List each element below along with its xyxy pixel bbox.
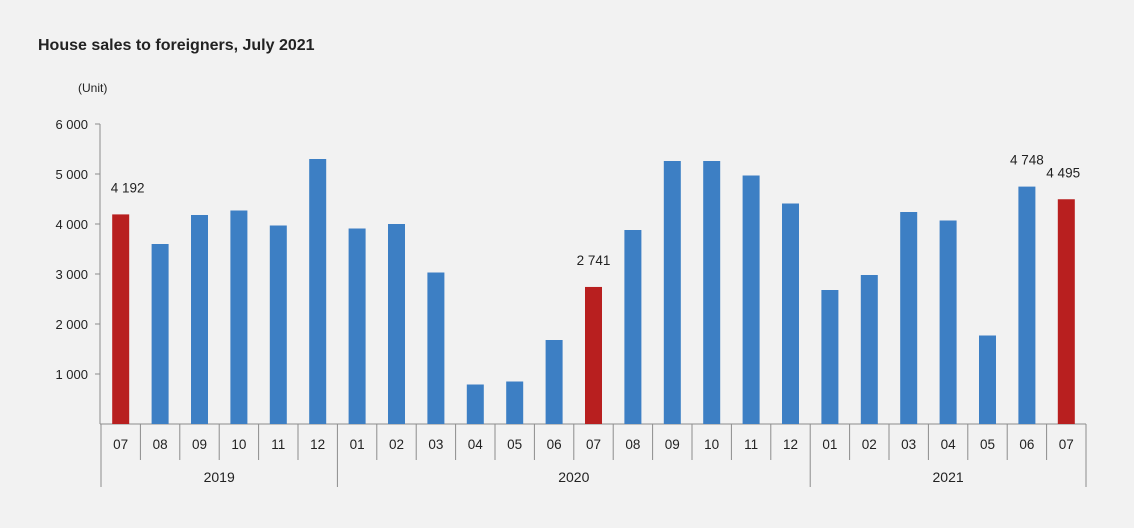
x-tick-label: 11	[271, 437, 285, 452]
bar	[309, 159, 327, 424]
bar	[151, 244, 169, 424]
y-tick-label: 3 000	[55, 267, 88, 282]
x-tick-label: 09	[192, 437, 207, 452]
data-label: 2 741	[577, 253, 611, 268]
x-tick-label: 07	[586, 437, 601, 452]
bar-highlight	[585, 286, 602, 424]
x-tick-label: 07	[113, 437, 128, 452]
bar	[663, 161, 681, 424]
x-tick-label: 07	[1059, 437, 1074, 452]
y-tick-label: 6 000	[55, 117, 88, 132]
x-tick-label: 05	[980, 437, 995, 452]
data-label: 4 192	[111, 180, 145, 195]
bar	[782, 203, 799, 424]
year-label: 2021	[933, 469, 964, 485]
bar	[821, 290, 839, 424]
bar	[939, 220, 957, 424]
x-tick-label: 10	[704, 437, 719, 452]
data-label: 4 748	[1010, 153, 1044, 168]
x-tick-label: 12	[783, 437, 798, 452]
y-tick-label: 2 000	[55, 317, 88, 332]
x-tick-label: 02	[389, 437, 404, 452]
bar	[742, 175, 760, 424]
x-tick-label: 06	[1019, 437, 1034, 452]
data-label: 4 495	[1046, 165, 1080, 180]
year-label: 2020	[558, 469, 589, 485]
axes: 1 000 2 000 3 000 4 000 5 000 6 000 07 08 09 10 11…	[55, 117, 1087, 487]
bars	[112, 159, 1075, 424]
x-tick-label: 02	[862, 437, 877, 452]
bar	[860, 275, 878, 424]
bar	[979, 335, 996, 424]
x-tick-label: 08	[625, 437, 640, 452]
x-tick-label: 04	[468, 437, 484, 452]
y-tick-label: 5 000	[55, 167, 88, 182]
bar	[427, 272, 445, 424]
bar	[1018, 186, 1036, 424]
bar	[191, 215, 208, 424]
bar	[269, 225, 287, 424]
y-tick-label: 1 000	[55, 367, 88, 382]
bar	[624, 230, 642, 424]
x-tick-label: 06	[547, 437, 562, 452]
x-tick-label: 01	[350, 437, 365, 452]
bar	[506, 381, 524, 424]
y-axis-unit-label: (Unit)	[78, 81, 107, 95]
x-tick-label: 12	[310, 437, 325, 452]
x-tick-label: 11	[744, 437, 758, 452]
bar	[230, 210, 248, 424]
x-tick-label: 05	[507, 437, 522, 452]
y-tick-label: 4 000	[55, 217, 88, 232]
bar	[388, 224, 405, 424]
x-tick-label: 04	[941, 437, 957, 452]
bar-highlight	[1057, 199, 1075, 424]
bar-highlight	[112, 214, 130, 424]
x-tick-label: 03	[428, 437, 443, 452]
x-tick-label: 09	[665, 437, 680, 452]
bar	[348, 228, 366, 424]
chart-title: House sales to foreigners, July 2021	[38, 37, 315, 54]
bar	[703, 161, 721, 424]
x-tick-label: 01	[822, 437, 837, 452]
bar	[900, 212, 918, 424]
x-tick-label: 10	[231, 437, 246, 452]
year-label: 2019	[204, 469, 235, 485]
x-tick-label: 08	[153, 437, 168, 452]
bar	[545, 340, 563, 424]
x-tick-label: 03	[901, 437, 916, 452]
bar	[466, 384, 484, 424]
